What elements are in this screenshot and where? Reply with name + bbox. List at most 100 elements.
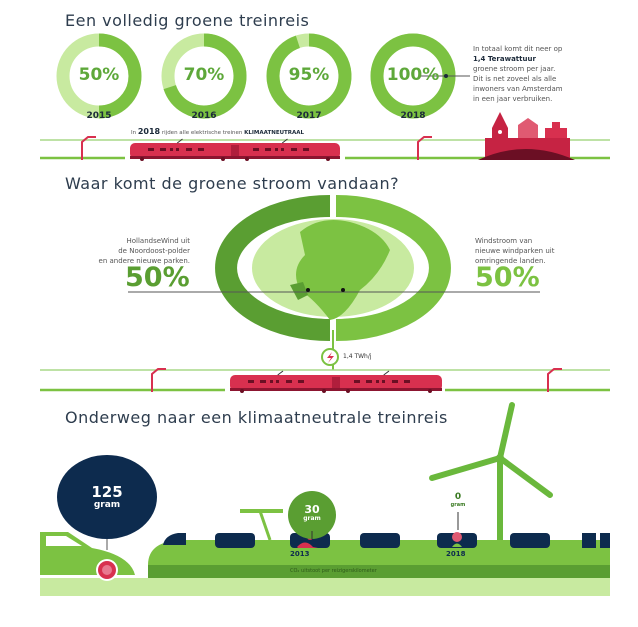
- graphic-shape: [496, 454, 504, 462]
- graphic-shape: [176, 138, 183, 144]
- graphic-shape: [545, 122, 567, 138]
- train2018-emission: 0 gram: [438, 492, 478, 509]
- graphic-shape: [276, 380, 279, 383]
- graphic-shape: [335, 195, 451, 341]
- train-window: [360, 533, 400, 548]
- graphic-shape: [148, 565, 610, 578]
- graphic-shape: [518, 118, 538, 138]
- catenary-pole: [81, 136, 96, 160]
- year-2018: 2018: [446, 550, 466, 558]
- text-line: Windstroom van: [475, 237, 533, 245]
- graphic-shape: [497, 402, 515, 461]
- year-2013: 2013: [290, 550, 310, 558]
- train2013-emission: 30 gram: [292, 504, 332, 522]
- graphic-shape: [291, 148, 297, 151]
- graphic-shape: [290, 282, 308, 300]
- note-line: groene stroom per jaar.: [473, 65, 556, 73]
- graphic-shape: [497, 455, 553, 498]
- caption-text: In: [131, 130, 137, 136]
- source-ring: [215, 195, 451, 341]
- graphic-shape: [326, 157, 330, 161]
- graphic-shape: [346, 389, 350, 393]
- car-emission-bubble: [57, 455, 157, 539]
- train-window: [215, 533, 255, 548]
- donut-percent: 100%: [386, 65, 440, 85]
- climate-neutral-caption: In 2018 rijden alle elektrische treinen …: [131, 127, 304, 136]
- text-line: en andere nieuwe parken.: [98, 257, 190, 265]
- graphic-shape: [163, 533, 186, 545]
- graphic-shape: [428, 389, 432, 393]
- total-energy-note: In totaal komt dit neer op 1,4 Terawattu…: [473, 44, 623, 104]
- train2018-value: 0: [454, 492, 462, 502]
- graphic-shape: [198, 148, 204, 151]
- europe-map-icon: [296, 219, 390, 320]
- graphic-shape: [275, 148, 278, 151]
- ground: [40, 578, 610, 596]
- graphic-shape: [332, 377, 340, 391]
- donut-fill: [98, 33, 142, 119]
- graphic-shape: [130, 156, 340, 159]
- train-red: [130, 138, 340, 161]
- graphic-shape: [281, 148, 284, 151]
- donut-year: 2016: [191, 111, 217, 121]
- donut-year: 2015: [86, 111, 112, 121]
- graphic-shape: [170, 148, 173, 151]
- graphic-shape: [221, 157, 225, 161]
- energy-amount: 1,4 TWh/j: [343, 353, 372, 360]
- graphic-shape: [270, 380, 273, 383]
- note-line: inwoners van Amsterdam: [473, 85, 563, 93]
- text-line: nieuwe windparken uit: [475, 247, 555, 255]
- note-bold: 1,4 Terawattuur: [473, 55, 536, 63]
- caption-year: 2018: [137, 127, 161, 136]
- graphic-shape: [298, 380, 304, 383]
- graphic-shape: [265, 148, 271, 151]
- catenary-pole: [417, 136, 432, 160]
- section2-title: Waar komt de groene stroom vandaan?: [65, 174, 400, 193]
- graphic-shape: [492, 112, 508, 138]
- graphic-shape: [452, 543, 462, 547]
- donut-fill: [163, 33, 247, 119]
- graphic-shape: [46, 536, 82, 546]
- amsterdam-skyline-icon: [478, 112, 575, 160]
- donut-percent: 95%: [288, 65, 330, 85]
- graphic-shape: [240, 389, 244, 393]
- graphic-shape: [303, 148, 309, 151]
- graphic-shape: [366, 380, 372, 383]
- domestic-wind-text: HollandseWind uit de Noordoost-polder en…: [60, 236, 190, 266]
- car-icon: [40, 532, 135, 581]
- graphic-shape: [148, 148, 154, 151]
- car-emission: 125 gram: [77, 485, 137, 511]
- text-line: HollandseWind uit: [126, 237, 190, 245]
- graphic-shape: [429, 455, 503, 481]
- donut-year: 2018: [400, 111, 426, 121]
- train2013-bubble: [288, 491, 336, 539]
- graphic-shape: [102, 565, 112, 575]
- train-window: [600, 533, 610, 548]
- caption-text: rijden alle elektrische treinen: [161, 130, 243, 136]
- graphic-shape: [306, 288, 310, 292]
- donut-fill: [266, 33, 352, 119]
- note-line: in een jaar verbruiken.: [473, 95, 553, 103]
- catenary-pole: [151, 368, 166, 392]
- train2013-value: 30: [304, 503, 320, 516]
- graphic-shape: [160, 148, 166, 151]
- foreign-wind-pct: 50%: [475, 262, 540, 293]
- graphic-shape: [404, 380, 410, 383]
- graphic-shape: [478, 149, 575, 160]
- train-window: [510, 533, 550, 548]
- note-line: In totaal komt dit neer op: [473, 45, 563, 53]
- graphic-shape: [327, 352, 334, 363]
- graphic-shape: [140, 157, 144, 161]
- graphic-shape: [354, 380, 360, 383]
- graphic-shape: [230, 388, 442, 391]
- graphic-shape: [341, 288, 345, 292]
- donut-year: 2017: [296, 111, 322, 121]
- graphic-shape: [258, 510, 272, 541]
- graphic-shape: [281, 138, 288, 144]
- graphic-shape: [277, 370, 284, 376]
- graphic-shape: [286, 380, 292, 383]
- train2013-unit: gram: [303, 515, 321, 522]
- graphic-shape: [376, 380, 379, 383]
- donut-charts: [56, 33, 456, 119]
